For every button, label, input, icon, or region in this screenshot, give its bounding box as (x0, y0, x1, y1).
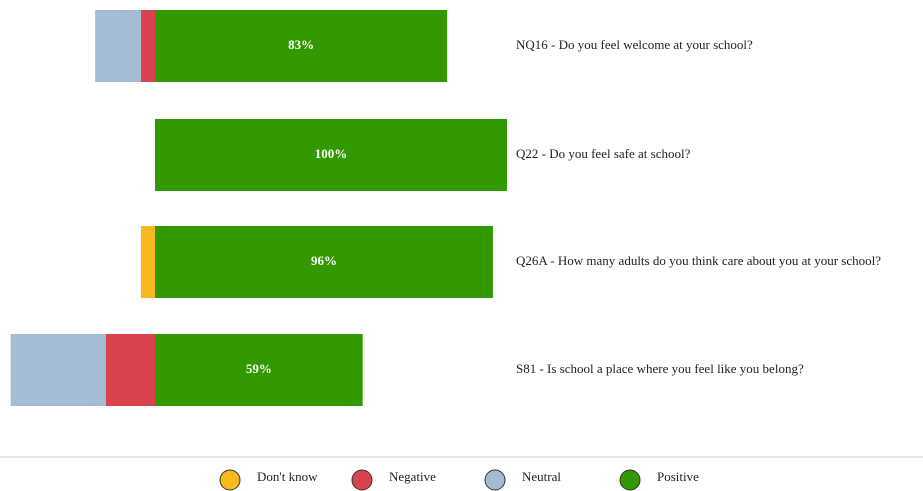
legend-marker (619, 469, 641, 491)
legend-marker (484, 469, 506, 491)
value-label: 100% (315, 146, 348, 161)
bar-segment (140, 226, 155, 298)
bar-segment (155, 334, 363, 406)
bar-segment (105, 334, 155, 406)
bar-segment (10, 334, 106, 406)
bar-segment (155, 226, 493, 298)
legend-label: Neutral (522, 469, 561, 484)
legend-marker (219, 469, 241, 491)
bar-segment (140, 10, 155, 82)
bar-segment (95, 10, 141, 82)
value-label: 83% (288, 37, 314, 52)
legend-marker (351, 469, 373, 491)
legend-label: Positive (657, 469, 699, 484)
category-label: S81 - Is school a place where you feel l… (516, 361, 804, 376)
category-label: Q26A - How many adults do you think care… (516, 253, 881, 268)
bar-segment (155, 10, 448, 82)
bar-segment (155, 119, 507, 191)
value-label: 59% (246, 361, 272, 376)
category-label: NQ16 - Do you feel welcome at your schoo… (516, 37, 753, 52)
legend-label: Don't know (257, 469, 318, 484)
value-label: 96% (311, 253, 337, 268)
legend-label: Negative (389, 469, 436, 484)
category-label: Q22 - Do you feel safe at school? (516, 146, 691, 161)
